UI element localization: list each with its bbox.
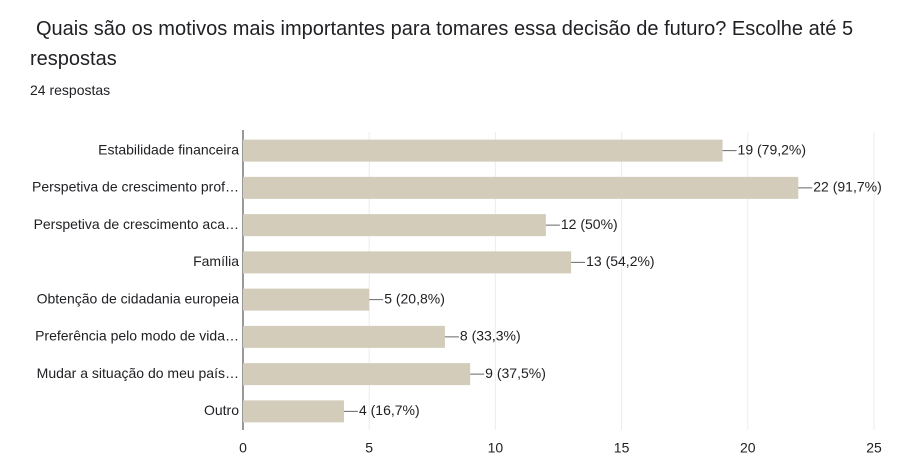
- bar: [243, 251, 572, 274]
- bar: [243, 288, 370, 311]
- value-label: 22 (91,7%): [813, 179, 881, 195]
- y-tick-label: Obtenção de cidadania europeia: [37, 290, 240, 306]
- value-label: 5 (20,8%): [384, 290, 445, 306]
- response-count: 24 respostas: [30, 82, 111, 98]
- y-tick-label: Outro: [204, 402, 239, 418]
- value-label: 8 (33,3%): [460, 328, 521, 344]
- y-tick-label: Preferência pelo modo de vida…: [35, 328, 239, 344]
- y-tick-label: Perspetiva de crescimento prof…: [32, 179, 239, 195]
- bar: [243, 176, 799, 199]
- x-tick-label: 0: [239, 440, 247, 455]
- bar: [243, 139, 723, 162]
- value-label: 12 (50%): [561, 216, 618, 232]
- value-label: 19 (79,2%): [738, 141, 806, 157]
- bar: [243, 400, 344, 423]
- bar: [243, 325, 445, 348]
- bar: [243, 363, 471, 386]
- x-tick-label: 15: [614, 440, 630, 455]
- value-label: 9 (37,5%): [485, 365, 546, 381]
- y-tick-label: Estabilidade financeira: [98, 141, 239, 157]
- x-tick-label: 25: [866, 440, 882, 455]
- x-tick-label: 20: [740, 440, 756, 455]
- value-label: 13 (54,2%): [586, 253, 654, 269]
- y-tick-label: Mudar a situação do meu país…: [37, 365, 239, 381]
- question-title: Quais são os motivos mais importantes pa…: [30, 18, 854, 70]
- bar: [243, 214, 546, 237]
- x-tick-label: 5: [365, 440, 373, 455]
- x-tick-label: 10: [488, 440, 504, 455]
- value-label: 4 (16,7%): [359, 402, 420, 418]
- y-tick-label: Família: [193, 253, 239, 269]
- y-tick-label: Perspetiva de crescimento aca…: [34, 216, 239, 232]
